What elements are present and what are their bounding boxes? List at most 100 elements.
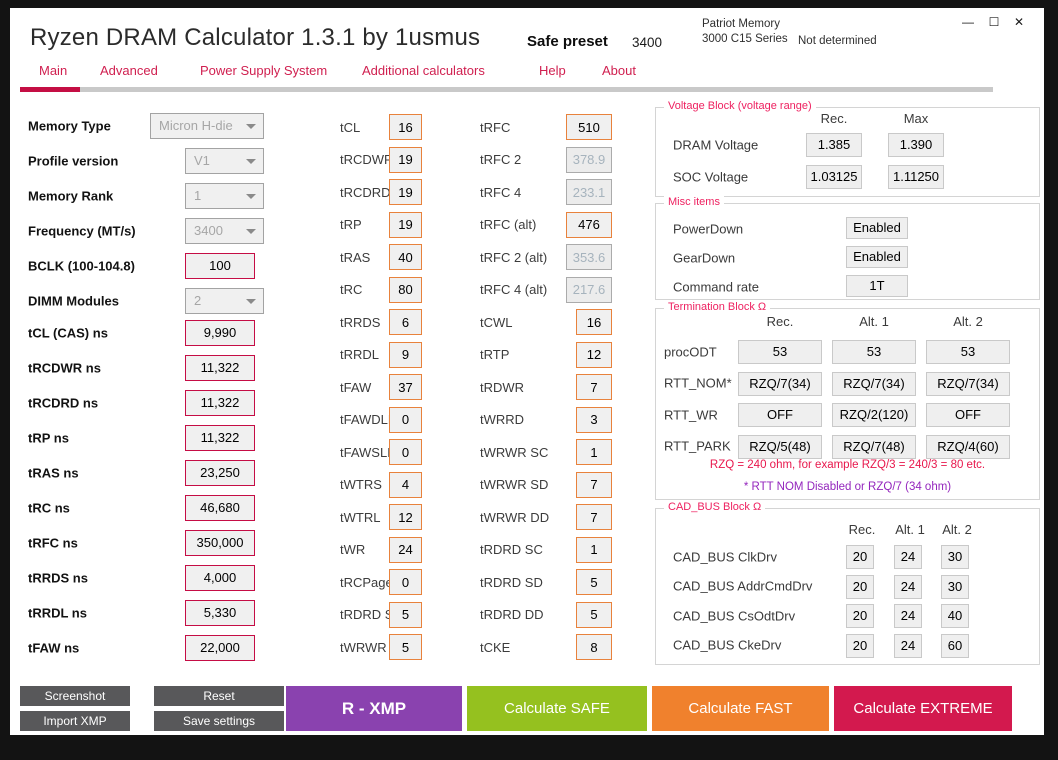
timing-input[interactable]	[576, 634, 612, 661]
value-box[interactable]: OFF	[926, 403, 1010, 427]
ns-input[interactable]	[185, 599, 255, 626]
r-xmp-button[interactable]: R - XMP	[286, 686, 462, 731]
nav-tab[interactable]: Advanced	[100, 63, 158, 78]
timing-input[interactable]	[389, 569, 422, 596]
timing-input[interactable]	[576, 309, 612, 336]
timing-input[interactable]	[566, 146, 612, 173]
timing-input[interactable]	[576, 601, 612, 628]
value-box[interactable]: RZQ/4(60)	[926, 434, 1010, 459]
calculate-extreme-button[interactable]: Calculate EXTREME	[834, 686, 1012, 731]
timing-input[interactable]	[576, 439, 612, 466]
value-box[interactable]: 20	[846, 604, 874, 628]
nav-tab[interactable]: Additional calculators	[362, 63, 485, 78]
value-box[interactable]: 1.390	[888, 133, 944, 157]
reset-button[interactable]: Reset	[154, 686, 284, 706]
value-box[interactable]: 24	[894, 545, 922, 569]
nav-tab[interactable]: About	[602, 63, 636, 78]
value-box[interactable]: RZQ/7(34)	[832, 371, 916, 396]
ns-input[interactable]	[185, 424, 255, 451]
timing-input[interactable]	[389, 504, 422, 531]
value-box[interactable]: RZQ/7(34)	[926, 371, 1010, 396]
timing-input[interactable]	[389, 601, 422, 628]
value-box[interactable]: 53	[832, 340, 916, 364]
timing-input[interactable]	[576, 341, 612, 368]
ns-input[interactable]	[185, 459, 255, 486]
ns-input[interactable]	[185, 494, 255, 521]
minimize-icon[interactable]: —	[962, 15, 974, 29]
timing-input[interactable]	[389, 536, 422, 563]
timing-input[interactable]	[576, 536, 612, 563]
value-box[interactable]: 30	[941, 574, 969, 599]
timing-input[interactable]	[389, 471, 422, 498]
timing-input[interactable]	[389, 179, 422, 206]
value-box[interactable]: Enabled	[846, 217, 908, 239]
timing-input[interactable]	[566, 244, 612, 271]
maximize-icon[interactable]: ☐	[988, 15, 1000, 29]
timing-input[interactable]	[566, 276, 612, 303]
value-box[interactable]: RZQ/2(120)	[832, 403, 916, 427]
timing-input[interactable]	[576, 471, 612, 498]
timing-input[interactable]	[389, 406, 422, 433]
timing-input[interactable]	[389, 634, 422, 661]
value-box[interactable]: OFF	[738, 403, 822, 427]
timing-row: tRFC 2 (alt)	[480, 241, 612, 274]
value-box[interactable]: 1.03125	[806, 165, 862, 189]
value-box[interactable]: 1.385	[806, 133, 862, 157]
import-xmp-button[interactable]: Import XMP	[20, 711, 130, 731]
nav-tab[interactable]: Main	[39, 63, 68, 78]
timing-input[interactable]	[389, 374, 422, 401]
value-box[interactable]: 20	[846, 574, 874, 599]
value-box[interactable]: RZQ/5(48)	[738, 434, 822, 459]
calculate-safe-button[interactable]: Calculate SAFE	[467, 686, 647, 731]
timing-input[interactable]	[389, 211, 422, 238]
ns-input[interactable]	[185, 389, 255, 416]
timing-input[interactable]	[576, 374, 612, 401]
value-box[interactable]: 53	[926, 340, 1010, 364]
field-select[interactable]: 3400	[185, 217, 264, 244]
value-box[interactable]: 20	[846, 545, 874, 569]
timing-input[interactable]	[566, 211, 612, 238]
termination-row: RTT_WR OFF RZQ/2(120) OFF	[656, 399, 1039, 431]
field-select[interactable]: 1	[185, 182, 264, 209]
close-icon[interactable]: ✕	[1013, 15, 1025, 29]
timing-input[interactable]	[576, 569, 612, 596]
value-box[interactable]: Enabled	[846, 246, 908, 268]
screenshot-button[interactable]: Screenshot	[20, 686, 130, 706]
ns-input[interactable]	[185, 354, 255, 381]
value-box[interactable]: 40	[941, 604, 969, 628]
timing-input[interactable]	[389, 244, 422, 271]
ns-input[interactable]	[185, 319, 255, 346]
field-select[interactable]: Micron H-die	[150, 112, 264, 139]
timing-input[interactable]	[576, 504, 612, 531]
ns-input[interactable]	[185, 529, 255, 556]
value-box[interactable]: 1T	[846, 275, 908, 297]
value-box[interactable]: RZQ/7(34)	[738, 371, 822, 396]
value-box[interactable]: 24	[894, 574, 922, 599]
timing-input[interactable]	[389, 309, 422, 336]
timing-input[interactable]	[389, 146, 422, 173]
ns-input[interactable]	[185, 634, 255, 661]
timing-input[interactable]	[576, 406, 612, 433]
save-settings-button[interactable]: Save settings	[154, 711, 284, 731]
value-box[interactable]: 60	[941, 633, 969, 658]
value-box[interactable]: 1.11250	[888, 165, 944, 189]
dimm-select[interactable]: 2	[185, 287, 264, 314]
calculate-fast-button[interactable]: Calculate FAST	[652, 686, 829, 731]
ns-input[interactable]	[185, 564, 255, 591]
timing-input[interactable]	[566, 114, 612, 141]
value-box[interactable]: 30	[941, 545, 969, 569]
nav-tab[interactable]: Power Supply System	[200, 63, 328, 78]
timing-input[interactable]	[566, 179, 612, 206]
timing-input[interactable]	[389, 439, 422, 466]
value-box[interactable]: 20	[846, 633, 874, 658]
value-box[interactable]: 24	[894, 633, 922, 658]
value-box[interactable]: 24	[894, 604, 922, 628]
value-box[interactable]: 53	[738, 340, 822, 364]
nav-tab[interactable]: Help	[539, 63, 566, 78]
timing-input[interactable]	[389, 341, 422, 368]
timing-input[interactable]	[389, 114, 422, 141]
timing-input[interactable]	[389, 276, 422, 303]
field-select[interactable]: V1	[185, 147, 264, 174]
value-box[interactable]: RZQ/7(48)	[832, 434, 916, 459]
bclk-input[interactable]	[185, 252, 255, 279]
